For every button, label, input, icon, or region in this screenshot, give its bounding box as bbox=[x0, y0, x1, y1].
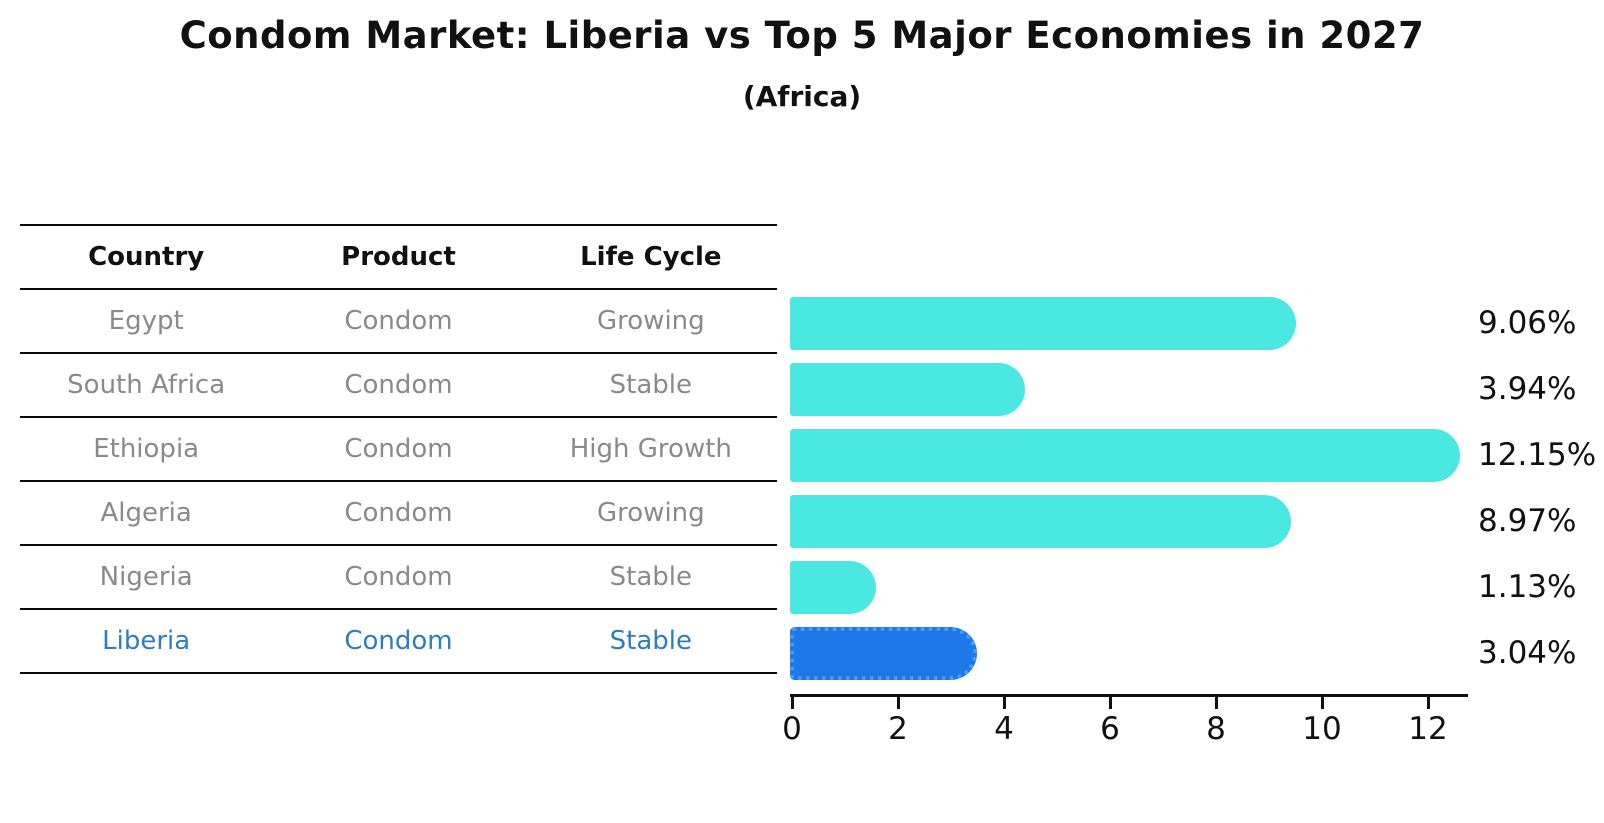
cell-product: Condom bbox=[272, 545, 525, 610]
x-axis-tick-label: 12 bbox=[1408, 711, 1448, 747]
x-axis-line bbox=[790, 694, 1468, 697]
table-header-row: Country Product Life Cycle bbox=[20, 224, 777, 290]
bar-south-africa bbox=[790, 362, 1025, 416]
cell-life-cycle: Growing bbox=[524, 481, 777, 546]
cell-country: Egypt bbox=[20, 289, 273, 354]
bar-liberia bbox=[790, 626, 977, 680]
x-axis-tick-mark bbox=[791, 697, 794, 709]
cell-life-cycle: High Growth bbox=[524, 417, 777, 482]
x-axis-tick-mark bbox=[1215, 697, 1218, 709]
table-row-egypt: Egypt Condom Growing bbox=[20, 289, 777, 354]
table-row-ethiopia: Ethiopia Condom High Growth bbox=[20, 417, 777, 482]
cell-product: Condom bbox=[272, 289, 525, 354]
country-table-body: Egypt Condom Growing South Africa Condom Stab… bbox=[20, 289, 777, 674]
cell-country: Algeria bbox=[20, 481, 273, 546]
x-axis-tick-mark bbox=[1321, 697, 1324, 709]
page-subtitle: (Africa) bbox=[742, 80, 862, 113]
bar-value-label-liberia: 3.04% bbox=[1478, 635, 1577, 671]
column-header-country: Country bbox=[20, 224, 273, 290]
table-row-algeria: Algeria Condom Growing bbox=[20, 481, 777, 546]
x-axis-tick-mark bbox=[1427, 697, 1430, 709]
bar-egypt bbox=[790, 296, 1296, 350]
x-axis-tick-label: 2 bbox=[888, 711, 908, 747]
country-table: Country Product Life Cycle Egypt Condom Grow… bbox=[20, 224, 777, 674]
x-axis-tick-mark bbox=[1109, 697, 1112, 709]
country-table-header: Country Product Life Cycle bbox=[20, 224, 777, 290]
bar-value-label-nigeria: 1.13% bbox=[1478, 569, 1577, 605]
x-axis-tick-label: 0 bbox=[782, 711, 802, 747]
cell-life-cycle: Stable bbox=[524, 353, 777, 418]
x-axis-tick-label: 8 bbox=[1206, 711, 1226, 747]
column-header-product: Product bbox=[272, 224, 525, 290]
cell-life-cycle: Stable bbox=[524, 609, 777, 674]
table-row-liberia: Liberia Condom Stable bbox=[20, 609, 777, 674]
bar-ethiopia bbox=[790, 428, 1460, 482]
column-header-life-cycle: Life Cycle bbox=[524, 224, 777, 290]
bar-nigeria bbox=[790, 560, 876, 614]
cell-product: Condom bbox=[272, 481, 525, 546]
bar-value-label-algeria: 8.97% bbox=[1478, 503, 1577, 539]
cell-country: Liberia bbox=[20, 609, 273, 674]
table-row-south-africa: South Africa Condom Stable bbox=[20, 353, 777, 418]
cell-country: South Africa bbox=[20, 353, 273, 418]
cell-product: Condom bbox=[272, 609, 525, 674]
bar-algeria bbox=[790, 494, 1291, 548]
cell-country: Ethiopia bbox=[20, 417, 273, 482]
cell-product: Condom bbox=[272, 353, 525, 418]
x-axis-tick-label: 10 bbox=[1302, 711, 1342, 747]
x-axis-tick-mark bbox=[1003, 697, 1006, 709]
cell-life-cycle: Growing bbox=[524, 289, 777, 354]
cell-life-cycle: Stable bbox=[524, 545, 777, 610]
cell-product: Condom bbox=[272, 417, 525, 482]
bar-value-label-egypt: 9.06% bbox=[1478, 305, 1577, 341]
cell-country: Nigeria bbox=[20, 545, 273, 610]
bar-value-label-ethiopia: 12.15% bbox=[1478, 437, 1597, 473]
x-axis-tick-label: 4 bbox=[994, 711, 1014, 747]
x-axis-tick-mark bbox=[897, 697, 900, 709]
x-axis-tick-label: 6 bbox=[1100, 711, 1120, 747]
table-row-nigeria: Nigeria Condom Stable bbox=[20, 545, 777, 610]
bar-value-label-south-africa: 3.94% bbox=[1478, 371, 1577, 407]
page-title: Condom Market: Liberia vs Top 5 Major Ec… bbox=[179, 14, 1425, 57]
